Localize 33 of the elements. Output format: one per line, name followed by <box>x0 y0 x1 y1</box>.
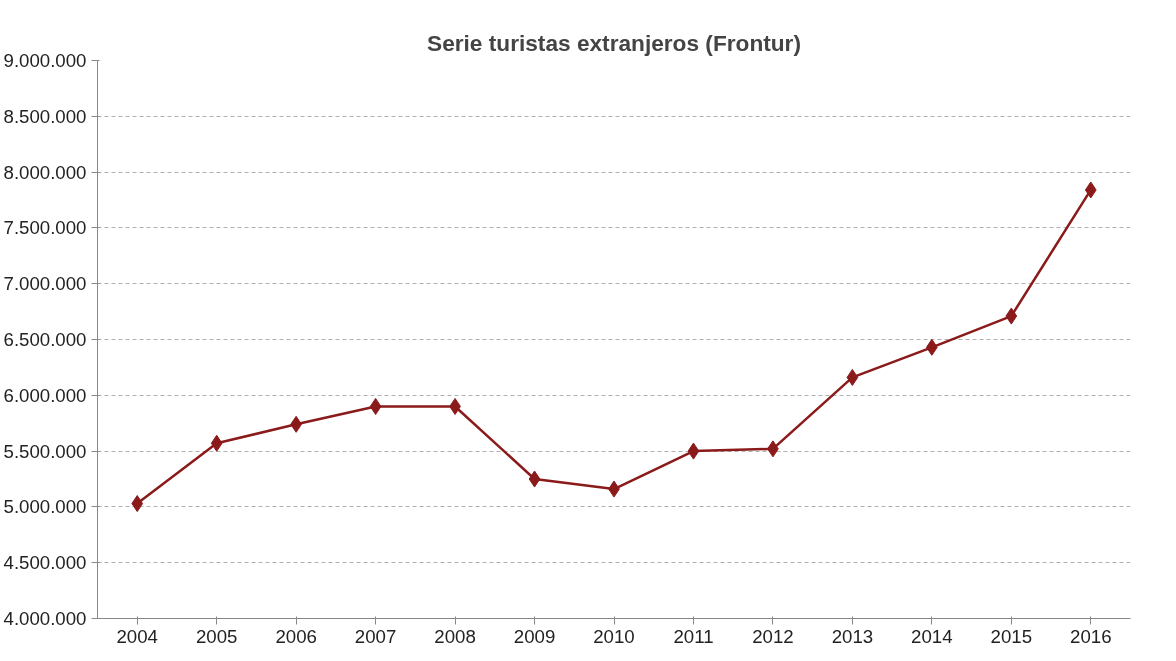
x-tick-label: 2010 <box>593 625 635 647</box>
point <box>687 442 700 460</box>
x-tick-label: 2006 <box>275 625 317 647</box>
x-tick-label: 2007 <box>354 625 397 647</box>
point <box>528 470 541 488</box>
y-tick-label: 9.000.000 <box>3 50 87 71</box>
x-tick-label: 2012 <box>752 625 794 647</box>
chart-title: Serie turistas extranjeros (Frontur) <box>427 29 801 56</box>
y-tick-label: 8.000.000 <box>3 161 87 183</box>
point <box>210 434 223 452</box>
point <box>1005 307 1018 325</box>
x-tick-label: 2016 <box>1070 625 1112 647</box>
x-tick-label: 2013 <box>831 625 874 647</box>
y-tick-label: 5.000.000 <box>3 496 87 518</box>
point <box>1084 181 1097 199</box>
point <box>846 368 859 386</box>
y-tick-label: 7.500.000 <box>3 217 87 239</box>
point <box>131 495 144 513</box>
point <box>369 397 382 415</box>
x-tick-label: 2011 <box>673 625 714 647</box>
y-tick-label: 4.000.000 <box>3 608 87 629</box>
x-tick-label: 2004 <box>116 625 158 647</box>
y-tick-label: 6.000.000 <box>3 384 87 406</box>
x-tick-label: 2005 <box>195 625 238 647</box>
x-tick-label: 2015 <box>990 625 1033 647</box>
y-tick-label: 4.500.000 <box>3 552 87 574</box>
y-tick-label: 6.500.000 <box>3 329 87 350</box>
x-tick-label: 2008 <box>434 625 476 647</box>
x-tick-label: 2009 <box>513 625 556 647</box>
y-tick-label: 8.500.000 <box>3 105 87 127</box>
x-tick-label: 2014 <box>911 625 953 647</box>
y-tick-label: 5.500.000 <box>3 440 87 462</box>
y-tick-label: 7.000.000 <box>3 273 87 295</box>
